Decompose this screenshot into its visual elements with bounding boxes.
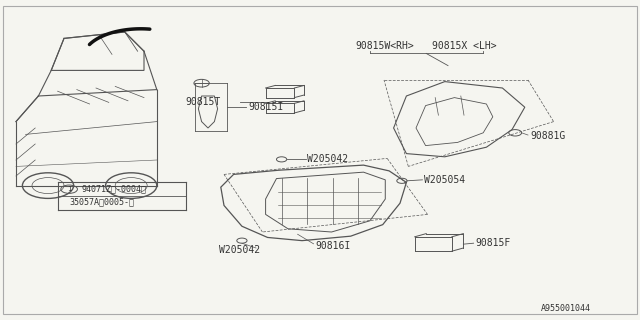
Text: 90816I: 90816I [316, 241, 351, 251]
Text: 90815X <LH>: 90815X <LH> [432, 41, 497, 52]
Text: 90815I: 90815I [248, 102, 284, 112]
Text: W205042: W205042 [219, 245, 260, 255]
Text: 90815F: 90815F [475, 238, 510, 248]
Text: 90815T: 90815T [186, 97, 221, 107]
Text: 90815W<RH>: 90815W<RH> [355, 41, 414, 52]
Text: 94071Z（-0004）: 94071Z（-0004） [82, 184, 147, 193]
Text: W205042: W205042 [307, 154, 348, 164]
Text: W205054: W205054 [424, 175, 465, 185]
Text: A955001044: A955001044 [541, 304, 591, 313]
Text: 90881G: 90881G [530, 131, 565, 141]
Text: 1: 1 [67, 186, 71, 192]
Text: 35057A（0005-）: 35057A（0005-） [69, 198, 134, 207]
